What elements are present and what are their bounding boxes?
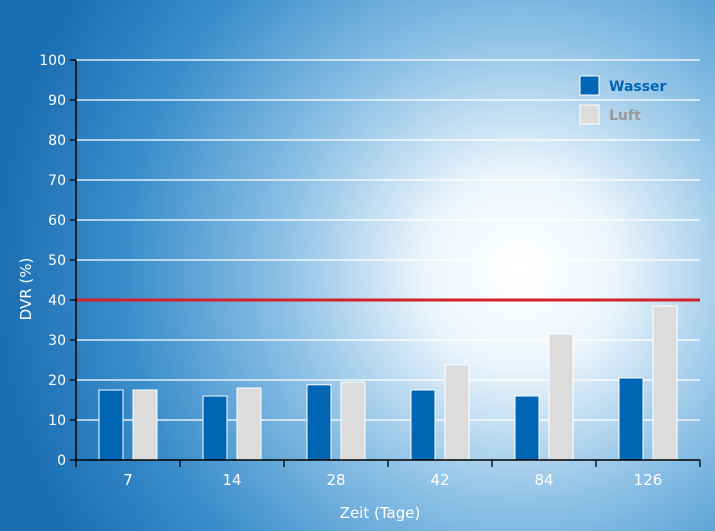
bar-wasser-42 bbox=[410, 389, 436, 461]
y-tick-label: 30 bbox=[48, 333, 66, 349]
y-tick-label: 50 bbox=[48, 253, 66, 269]
x-tick-label: 42 bbox=[430, 471, 449, 489]
bar-luft-28 bbox=[340, 381, 366, 461]
legend-label-wasser: Wasser bbox=[609, 79, 667, 95]
y-tick-label: 0 bbox=[57, 453, 66, 469]
x-tick-label: 126 bbox=[634, 471, 663, 489]
y-tick-label: 60 bbox=[48, 213, 66, 229]
bar-wasser-84 bbox=[514, 395, 540, 461]
axes-layer: 0 10 20 30 40 50 60 70 80 90 100 7 14 28 42 84 126 bbox=[39, 53, 701, 489]
bars-layer bbox=[98, 305, 678, 461]
bar-luft-126 bbox=[652, 305, 678, 461]
y-tick-label: 80 bbox=[48, 133, 66, 149]
legend-swatch-luft bbox=[579, 104, 600, 125]
x-axis-title: Zeit (Tage) bbox=[340, 504, 421, 522]
legend-label-luft: Luft bbox=[609, 108, 641, 124]
x-tick-label: 84 bbox=[534, 471, 553, 489]
y-tick-label: 90 bbox=[48, 93, 66, 109]
legend-swatch-wasser bbox=[579, 75, 600, 96]
y-tick-label: 20 bbox=[48, 373, 66, 389]
grid-layer bbox=[76, 59, 700, 421]
y-tick-label: 70 bbox=[48, 173, 66, 189]
bar-luft-14 bbox=[236, 387, 262, 461]
y-tick-label: 40 bbox=[48, 293, 66, 309]
x-tick-label: 14 bbox=[222, 471, 241, 489]
y-tick-label: 100 bbox=[39, 53, 66, 69]
y-axis-title: DVR (%) bbox=[17, 258, 35, 321]
y-tick-label: 10 bbox=[48, 413, 66, 429]
bar-luft-7 bbox=[132, 389, 158, 461]
bar-luft-42 bbox=[444, 364, 470, 461]
bar-wasser-28 bbox=[306, 384, 332, 461]
x-tick-label: 28 bbox=[326, 471, 345, 489]
x-tick-label: 7 bbox=[123, 471, 133, 489]
bar-wasser-7 bbox=[98, 389, 124, 461]
bar-wasser-126 bbox=[618, 377, 644, 461]
legend: Wasser Luft bbox=[579, 75, 667, 125]
bar-wasser-14 bbox=[202, 395, 228, 461]
bar-luft-84 bbox=[548, 333, 574, 461]
